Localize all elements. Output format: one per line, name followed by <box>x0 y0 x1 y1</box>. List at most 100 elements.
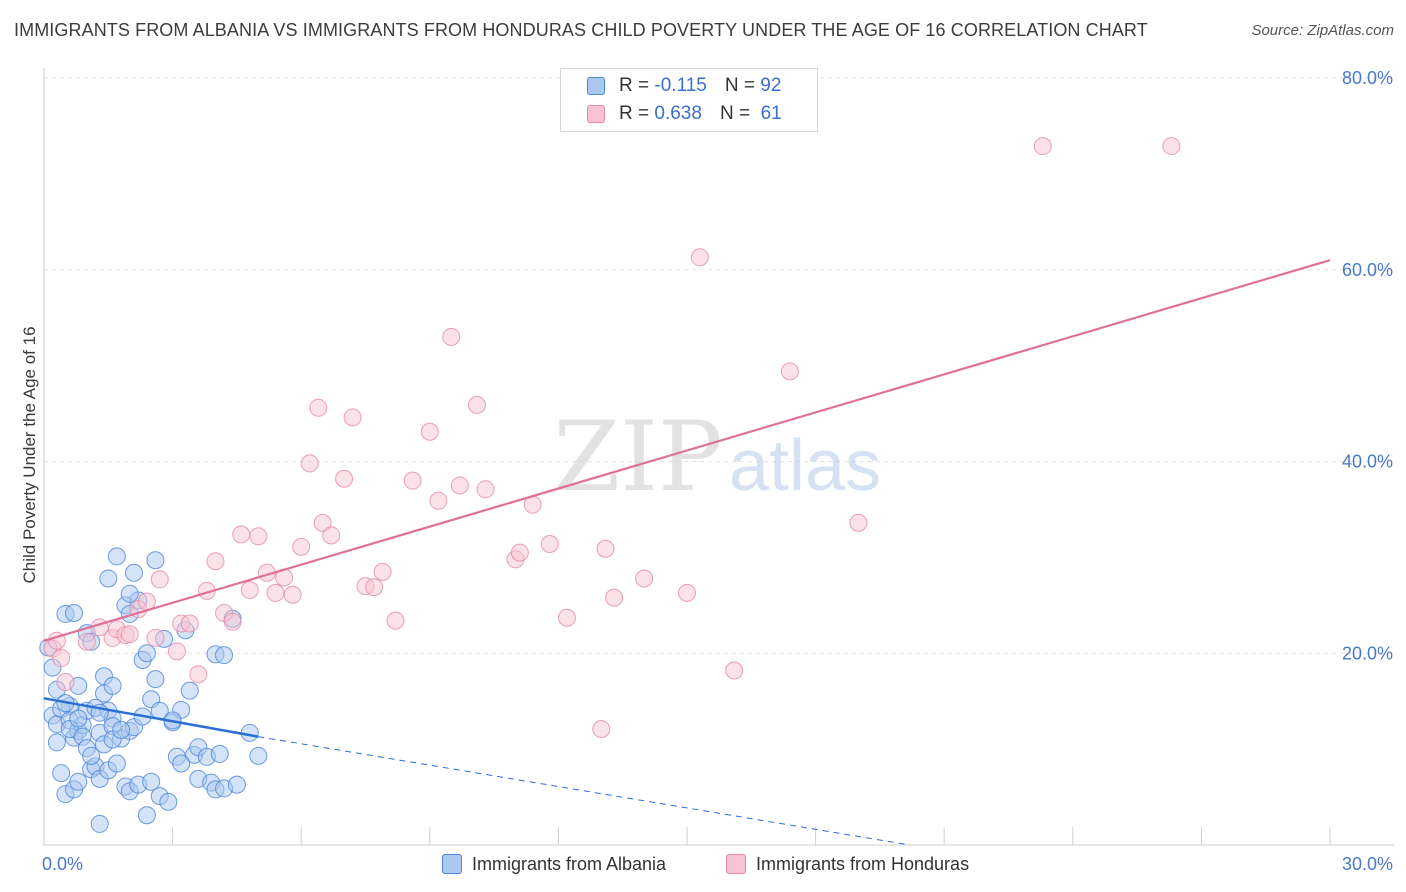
albania-swatch <box>587 77 605 95</box>
stats-legend: R = -0.115 N = 92 R = 0.638 N = 61 <box>560 68 818 132</box>
y-tick-label: 60.0% <box>1342 260 1393 280</box>
honduras-point <box>476 480 495 499</box>
legend-row-honduras: R = 0.638 N = 61 <box>587 101 782 127</box>
trend-layer <box>43 259 1331 846</box>
points-layer <box>39 137 1181 833</box>
honduras-point <box>335 469 354 488</box>
honduras-point <box>343 408 362 427</box>
honduras-point <box>780 362 799 381</box>
albania-legend-label: Immigrants from Albania <box>472 853 667 874</box>
honduras-point <box>52 649 71 668</box>
honduras-r-value: 0.638 <box>654 103 702 124</box>
honduras-point <box>283 585 302 604</box>
honduras-point <box>592 719 611 738</box>
albania-point <box>107 754 126 773</box>
albania-point <box>159 792 178 811</box>
honduras-point <box>557 608 576 627</box>
albania-point <box>210 744 229 763</box>
honduras-point <box>120 625 139 644</box>
x-tick-label: 30.0% <box>1342 854 1393 874</box>
honduras-point <box>510 543 529 562</box>
albania-point <box>52 764 71 783</box>
albania-point <box>227 775 246 794</box>
honduras-n-label: N = <box>719 103 751 124</box>
albania-point <box>69 709 88 728</box>
source-label: Source: ZipAtlas.com <box>1251 22 1394 39</box>
y-tick-label: 80.0% <box>1342 68 1393 88</box>
honduras-point <box>690 248 709 267</box>
honduras-point <box>249 527 268 546</box>
honduras-point <box>167 642 186 661</box>
honduras-point <box>540 534 559 553</box>
watermark-atlas: atlas <box>729 426 881 506</box>
honduras-point <box>146 628 165 647</box>
honduras-point <box>1033 137 1052 156</box>
albania-point <box>120 584 139 603</box>
watermark-zip: ZIP <box>553 401 722 513</box>
legend-item-honduras[interactable]: Immigrants from Honduras <box>726 852 969 876</box>
albania-legend-swatch <box>442 854 462 874</box>
albania-point <box>146 551 165 570</box>
albania-point <box>69 772 88 791</box>
honduras-point <box>223 612 242 631</box>
honduras-point <box>313 513 332 532</box>
albania-point <box>137 644 156 663</box>
albania-point <box>47 733 66 752</box>
honduras-point <box>849 513 868 532</box>
albania-point <box>215 646 234 665</box>
honduras-point <box>266 583 285 602</box>
legend-row-albania: R = -0.115 N = 92 <box>587 73 781 99</box>
honduras-point <box>420 422 439 441</box>
honduras-point <box>77 632 96 651</box>
honduras-point <box>232 525 251 544</box>
honduras-n-value: 61 <box>760 103 782 124</box>
chart-title: IMMIGRANTS FROM ALBANIA VS IMMIGRANTS FR… <box>14 20 1148 40</box>
albania-point <box>249 746 268 765</box>
honduras-point <box>206 552 225 571</box>
honduras-legend-swatch <box>726 854 746 874</box>
honduras-point <box>442 327 461 346</box>
grid-layer <box>44 77 1392 654</box>
honduras-point <box>403 471 422 490</box>
albania-point <box>180 681 199 700</box>
watermark: ZIP atlas <box>553 401 881 513</box>
honduras-point <box>678 583 696 602</box>
honduras-point <box>450 476 469 495</box>
albania-point <box>172 754 191 773</box>
honduras-point <box>309 398 328 417</box>
albania-point <box>146 670 165 689</box>
honduras-point <box>373 562 392 581</box>
honduras-point <box>322 526 341 545</box>
albania-point <box>112 720 131 739</box>
honduras-point <box>300 454 319 473</box>
honduras-point <box>386 611 405 630</box>
honduras-point <box>725 661 744 680</box>
honduras-point <box>189 665 208 684</box>
albania-trend-line <box>43 697 259 738</box>
honduras-point <box>365 578 384 597</box>
albania-n-label: N = <box>724 75 755 96</box>
honduras-point <box>467 395 486 414</box>
honduras-point <box>292 537 311 556</box>
albania-point <box>82 746 101 765</box>
honduras-point <box>596 539 615 558</box>
honduras-point <box>605 588 624 607</box>
albania-point <box>107 547 126 566</box>
x-tick-label: 0.0% <box>42 854 83 874</box>
albania-r-label: R = <box>619 75 650 96</box>
albania-point <box>90 814 109 833</box>
honduras-trend-line <box>43 259 1331 642</box>
albania-point <box>142 772 161 791</box>
honduras-point <box>56 673 75 692</box>
albania-n-value: 92 <box>760 75 782 96</box>
albania-trend-extension <box>258 736 910 846</box>
albania-point <box>125 563 144 582</box>
legend-item-albania[interactable]: Immigrants from Albania <box>442 852 666 876</box>
y-tick-label: 40.0% <box>1342 452 1393 472</box>
tick-label-layer: 20.0% 40.0% 60.0% 80.0% 0.0% 30.0% <box>42 68 1393 874</box>
albania-point <box>103 676 122 695</box>
honduras-point <box>150 570 169 589</box>
albania-r-value: -0.115 <box>654 75 707 96</box>
honduras-point <box>635 569 654 588</box>
